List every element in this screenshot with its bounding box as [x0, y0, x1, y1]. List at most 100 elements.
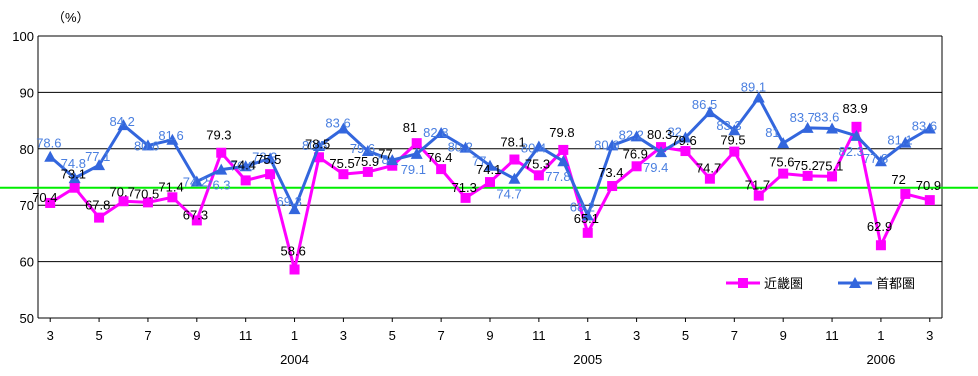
x-tick-label: 9	[486, 328, 493, 343]
data-point-shuto	[850, 129, 863, 141]
data-point-shuto	[777, 137, 790, 149]
data-label-shuto: 80.2	[448, 140, 473, 155]
y-axis-unit: （%）	[52, 10, 90, 25]
data-label-shuto: 80.4	[521, 141, 546, 156]
data-label-kinki: 71.3	[452, 180, 477, 195]
data-label-shuto: 83.3	[716, 118, 741, 133]
data-label-kinki: 75.1	[818, 158, 843, 173]
data-point-kinki	[509, 154, 520, 165]
data-point-shuto	[532, 140, 545, 152]
data-labels: 78.674.8 77.184.280.681.674.276.376.978.3…	[32, 79, 941, 258]
data-label-shuto: 69.3	[277, 194, 302, 209]
data-label-kinki: 74.4	[231, 157, 256, 172]
data-point-shuto	[581, 209, 594, 221]
data-point-shuto	[826, 122, 839, 134]
data-point-shuto	[215, 163, 228, 175]
x-year-label: 2005	[573, 352, 602, 367]
data-label-kinki: 58.6	[281, 243, 306, 258]
data-point-shuto	[44, 150, 57, 162]
data-label-shuto: 79.6	[350, 141, 375, 156]
legend-item-kinki: 近畿圏	[726, 277, 803, 292]
data-point-shuto	[264, 152, 277, 164]
x-tick-label: 5	[682, 328, 689, 343]
grid	[38, 35, 942, 319]
x-tick-label: 9	[780, 328, 787, 343]
x-tick-label: 9	[193, 328, 200, 343]
data-label-shuto: 77.8	[545, 169, 570, 184]
data-label-kinki: 74.1	[476, 162, 501, 177]
data-label-shuto: 81.6	[158, 128, 183, 143]
data-label-shuto: 74.8	[61, 156, 86, 171]
data-point-kinki	[851, 121, 862, 132]
x-tick-label: 1	[291, 328, 298, 343]
data-point-kinki	[802, 170, 813, 181]
data-point-kinki	[265, 169, 276, 180]
data-point-kinki	[485, 177, 495, 188]
data-point-kinki	[924, 195, 935, 206]
x-tick-label: 5	[95, 328, 102, 343]
data-point-shuto	[410, 147, 423, 159]
data-point-kinki	[216, 147, 227, 158]
data-point-kinki	[827, 171, 838, 182]
data-label-shuto: 82.8	[423, 125, 448, 140]
data-point-shuto	[752, 91, 765, 103]
data-label-shuto: 83.7	[790, 110, 815, 125]
data-point-kinki	[875, 240, 886, 251]
y-tick-label: 80	[20, 142, 34, 157]
x-tick-label: 7	[144, 328, 151, 343]
data-point-kinki	[558, 144, 569, 155]
data-point-kinki	[387, 160, 398, 171]
data-label-shuto: 76.3	[205, 178, 230, 193]
data-point-shuto	[801, 121, 814, 133]
data-point-shuto	[312, 139, 325, 151]
data-point-shuto	[190, 175, 203, 187]
data-point-kinki	[729, 146, 740, 157]
data-point-shuto	[337, 122, 350, 134]
x-tick-label: 1	[584, 328, 591, 343]
data-point-shuto	[361, 145, 374, 157]
data-label-kinki: 80.3	[647, 127, 672, 142]
data-point-kinki	[94, 212, 105, 223]
data-label-kinki: 78.5	[305, 136, 330, 151]
x-tick-label: 7	[438, 328, 445, 343]
series-layer	[44, 91, 936, 275]
data-label-shuto: 76.9	[230, 158, 255, 173]
data-point-kinki	[436, 164, 447, 175]
data-point-shuto	[923, 122, 936, 134]
data-label-kinki: 75.9	[354, 154, 379, 169]
data-point-kinki	[631, 161, 642, 172]
data-point-shuto	[679, 131, 692, 143]
data-label-shuto: 82.3	[838, 144, 863, 159]
data-label-kinki: 70.9	[916, 178, 941, 193]
data-label-shuto: 81.1	[887, 133, 912, 148]
data-label-shuto: 78.3	[252, 149, 277, 164]
data-label-shuto: 77.1	[85, 149, 110, 164]
data-label-shuto: 83.6	[814, 109, 839, 124]
data-point-shuto	[484, 159, 496, 171]
data-point-kinki	[240, 175, 251, 186]
legend-item-shuto: 首都圏	[838, 277, 915, 292]
x-year-label: 2004	[280, 352, 309, 367]
x-tick-label: 11	[532, 328, 546, 343]
data-point-kinki	[338, 169, 349, 180]
data-label-shuto: 81	[765, 125, 779, 140]
data-label-kinki: 79.3	[206, 128, 231, 143]
data-label-shuto: 82	[667, 125, 681, 140]
data-label-kinki: 70.7	[110, 184, 135, 199]
data-point-shuto	[703, 106, 716, 118]
data-label-kinki: 73.1	[61, 167, 86, 182]
data-point-kinki	[362, 166, 373, 177]
data-label-kinki: 75.2	[794, 158, 819, 173]
data-label-shuto: 68.2	[570, 199, 595, 214]
data-point-kinki	[411, 138, 422, 149]
data-label-shuto: 83.6	[325, 115, 350, 130]
data-label-kinki: 75.3	[525, 156, 550, 171]
data-point-kinki	[460, 192, 471, 203]
data-point-shuto	[141, 139, 154, 151]
data-label-kinki: 70.5	[134, 186, 159, 201]
data-label-shuto: 77	[472, 154, 486, 169]
data-point-kinki	[313, 152, 324, 163]
x-tick-label: 11	[825, 328, 839, 343]
data-point-shuto	[459, 141, 472, 153]
